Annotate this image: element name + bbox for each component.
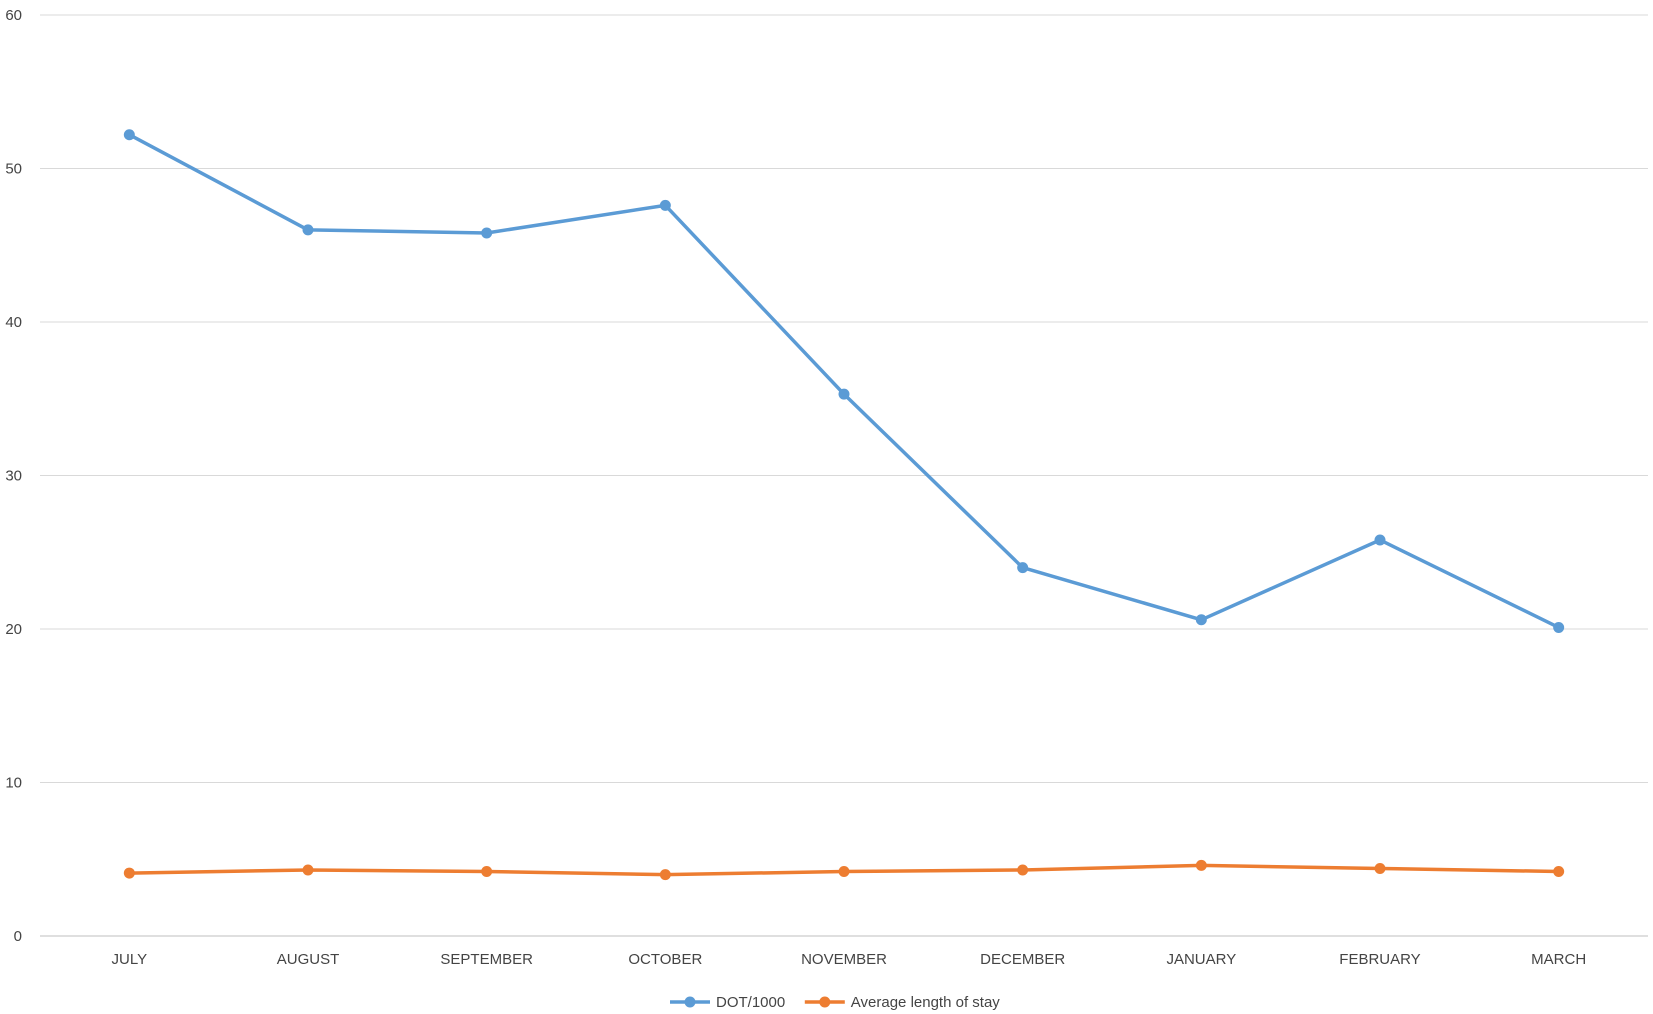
x-tick-label: DECEMBER	[980, 951, 1065, 968]
y-tick-label: 60	[5, 7, 22, 24]
data-point	[481, 866, 493, 878]
legend-swatch-marker	[684, 996, 696, 1008]
data-point	[838, 866, 850, 878]
data-point	[302, 224, 314, 236]
gridlines	[40, 14, 1648, 937]
data-point	[838, 388, 850, 400]
data-point	[1017, 562, 1029, 574]
x-axis: JULY AUGUST SEPTEMBER OCTOBER NOVEMBER DECEMB…	[112, 951, 1587, 968]
series-2	[123, 859, 1565, 881]
x-tick-label: NOVEMBER	[801, 951, 887, 968]
data-point	[302, 864, 314, 876]
data-point	[1195, 859, 1207, 871]
legend-item: Average length of stay	[804, 994, 1000, 1011]
x-tick-label: MARCH	[1531, 951, 1586, 968]
data-point	[1017, 864, 1029, 876]
y-tick-label: 10	[5, 775, 22, 792]
x-tick-label: OCTOBER	[628, 951, 702, 968]
y-tick-label: 50	[5, 161, 22, 178]
y-tick-label: 30	[5, 468, 22, 485]
data-point	[481, 227, 493, 239]
series-layer	[123, 129, 1565, 881]
y-tick-label: 40	[5, 314, 22, 331]
x-tick-label: FEBRUARY	[1339, 951, 1420, 968]
data-point	[1374, 862, 1386, 874]
data-point	[1553, 621, 1565, 633]
series-1	[123, 129, 1565, 633]
legend-swatch-marker	[819, 996, 831, 1008]
y-axis: 0 10 20 30 40 50 60	[5, 7, 22, 945]
data-point	[659, 869, 671, 881]
x-tick-label: AUGUST	[277, 951, 340, 968]
data-point	[659, 199, 671, 211]
y-tick-label: 0	[14, 928, 22, 945]
legend-label: DOT/1000	[716, 994, 785, 1011]
series-line	[127, 132, 1561, 630]
x-tick-label: SEPTEMBER	[440, 951, 533, 968]
x-tick-label: JULY	[112, 951, 148, 968]
legend-item: DOT/1000	[670, 994, 785, 1011]
x-tick-label: JANUARY	[1166, 951, 1236, 968]
legend: DOT/1000 Average length of stay	[670, 994, 1000, 1011]
data-point	[1195, 614, 1207, 626]
data-point	[123, 867, 135, 879]
data-point	[1374, 534, 1386, 546]
data-point	[123, 129, 135, 141]
legend-label: Average length of stay	[851, 994, 1000, 1011]
data-point	[1553, 866, 1565, 878]
y-tick-label: 20	[5, 621, 22, 638]
